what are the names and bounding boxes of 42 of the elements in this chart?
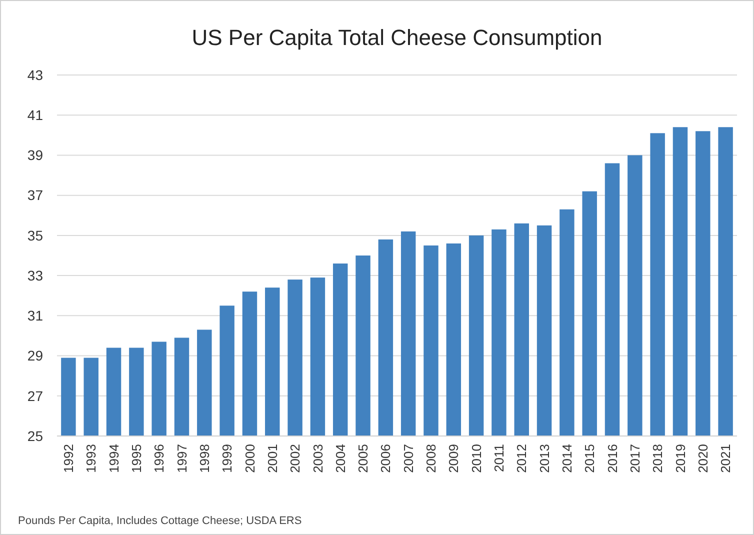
text: Pounds Per Capita, Includes Cottage Cheese; USDA ERS <box>18 515 302 527</box>
x-tick-label: 2000 <box>242 444 258 473</box>
x-tick-label: 1996 <box>152 444 167 473</box>
x-tick-label: 1993 <box>84 444 99 473</box>
y-tick-label: 27 <box>27 388 44 404</box>
x-tick-label: 2020 <box>695 444 710 473</box>
chart-title: US Per Capita Total Cheese Consumption <box>192 25 602 50</box>
x-tick-label: 2008 <box>424 444 439 473</box>
x-tick-label: 2015 <box>582 444 598 473</box>
y-tick-label: 37 <box>27 187 44 204</box>
x-tick-label: 2013 <box>536 444 552 473</box>
x-tick-label: 2007 <box>400 444 416 473</box>
x-tick-label: 2004 <box>332 444 348 473</box>
x-tick-label: 2016 <box>604 444 620 473</box>
x-tick-label: 2018 <box>650 444 666 473</box>
y-tick-label: 25 <box>27 428 44 444</box>
x-tick-label: 2001 <box>264 444 280 473</box>
y-tick-label: 29 <box>27 348 44 364</box>
x-tick-label: 1998 <box>196 444 212 473</box>
x-tick-label: 1992 <box>60 444 76 473</box>
y-tick-label: 31 <box>27 308 44 324</box>
y-tick-label: 41 <box>27 107 44 124</box>
x-tick-label: 2010 <box>468 444 484 473</box>
x-tick-label: 2009 <box>446 444 462 473</box>
x-tick-label: 2021 <box>718 444 734 473</box>
x-tick-label: 2006 <box>378 444 394 473</box>
x-tick-label: 1997 <box>174 444 190 473</box>
x-tick-label: 2011 <box>492 444 507 472</box>
x-tick-label: 1994 <box>106 444 122 473</box>
x-tick-label: 2003 <box>310 444 326 473</box>
x-tick-label: 2012 <box>514 444 530 473</box>
x-tick-label: 2019 <box>672 444 688 473</box>
y-tick-label: 33 <box>27 267 44 284</box>
y-tick-label: 43 <box>27 66 44 83</box>
x-tick-label: 2017 <box>627 444 642 473</box>
x-tick-label: 2014 <box>559 444 574 473</box>
x-tick-label: 2002 <box>288 444 303 473</box>
y-tick-label: 39 <box>27 147 44 164</box>
x-tick-label: 1999 <box>220 444 235 473</box>
y-tick-label: 35 <box>27 227 44 244</box>
x-tick-label: 2005 <box>356 444 371 473</box>
x-tick-label: 1995 <box>128 444 144 473</box>
